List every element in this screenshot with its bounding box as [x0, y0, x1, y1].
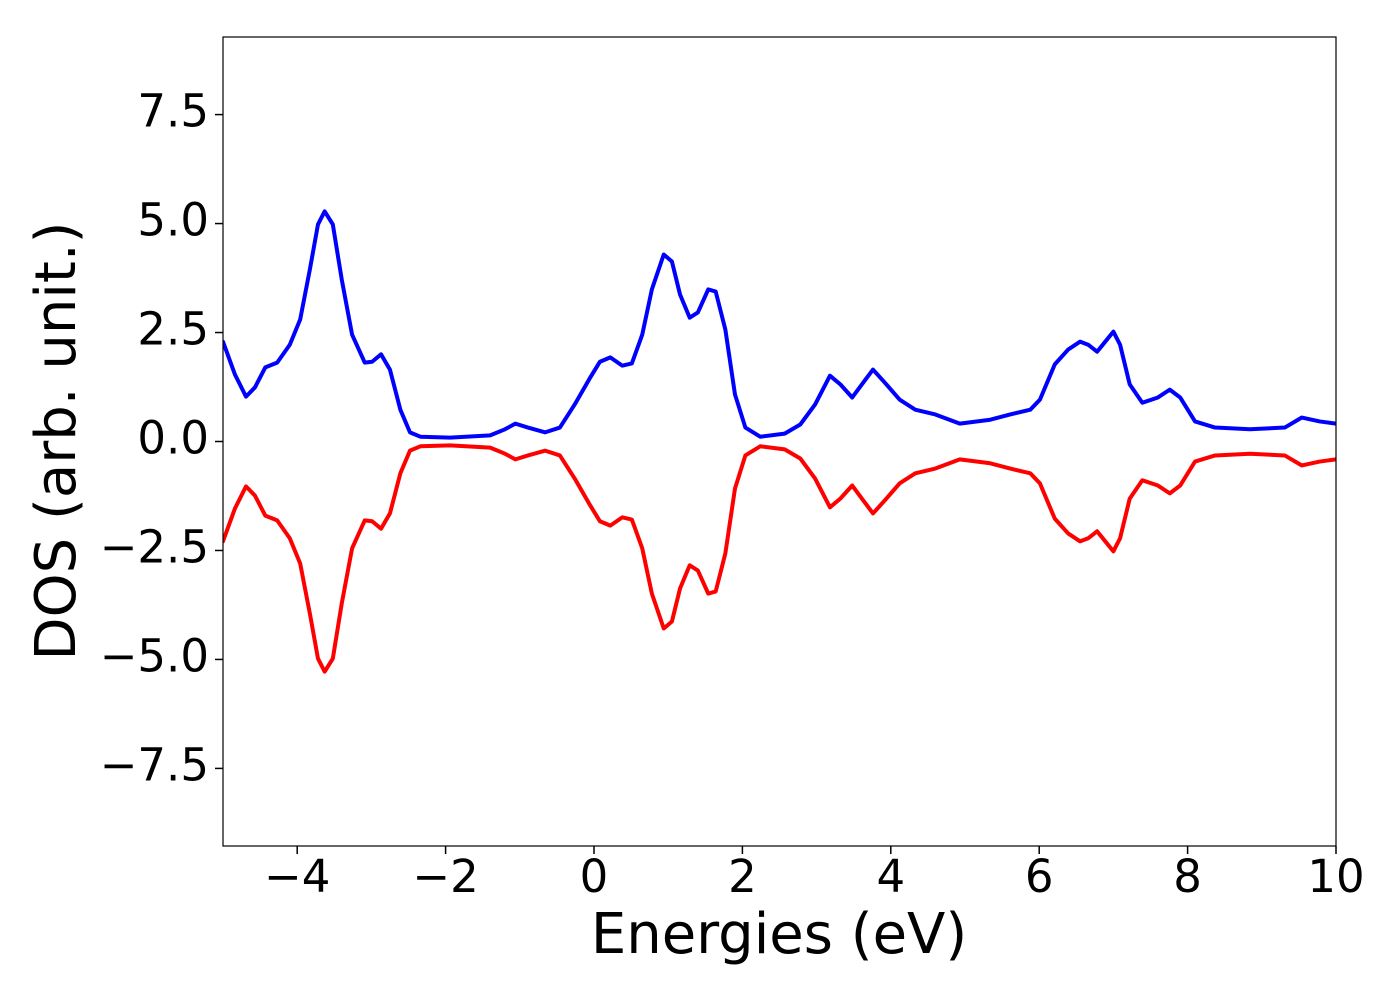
y-tick-label: 2.5: [137, 303, 209, 356]
y-tick-label: 7.5: [137, 85, 209, 138]
dos-line: [223, 209, 1336, 440]
dos-line: [223, 443, 1336, 674]
x-tick-label: 10: [1307, 850, 1364, 903]
y-tick-label: −7.5: [100, 738, 209, 791]
y-tick-label: 0.0: [137, 412, 209, 465]
x-tick-label: −2: [412, 850, 478, 903]
y-tick-label: −2.5: [100, 520, 209, 573]
x-tick-label: 2: [728, 850, 757, 903]
plot-area: [223, 209, 1336, 674]
x-axis-label: Energies (eV): [591, 902, 967, 967]
x-tick-label: 6: [1025, 850, 1054, 903]
y-tick-label: −5.0: [100, 629, 209, 682]
x-tick-label: 4: [876, 850, 905, 903]
x-tick-label: −4: [264, 850, 330, 903]
y-tick-label: 5.0: [137, 194, 209, 247]
y-axis-label: DOS (arb. unit.): [24, 221, 89, 660]
x-tick-label: 0: [580, 850, 609, 903]
x-tick-label: 8: [1173, 850, 1202, 903]
